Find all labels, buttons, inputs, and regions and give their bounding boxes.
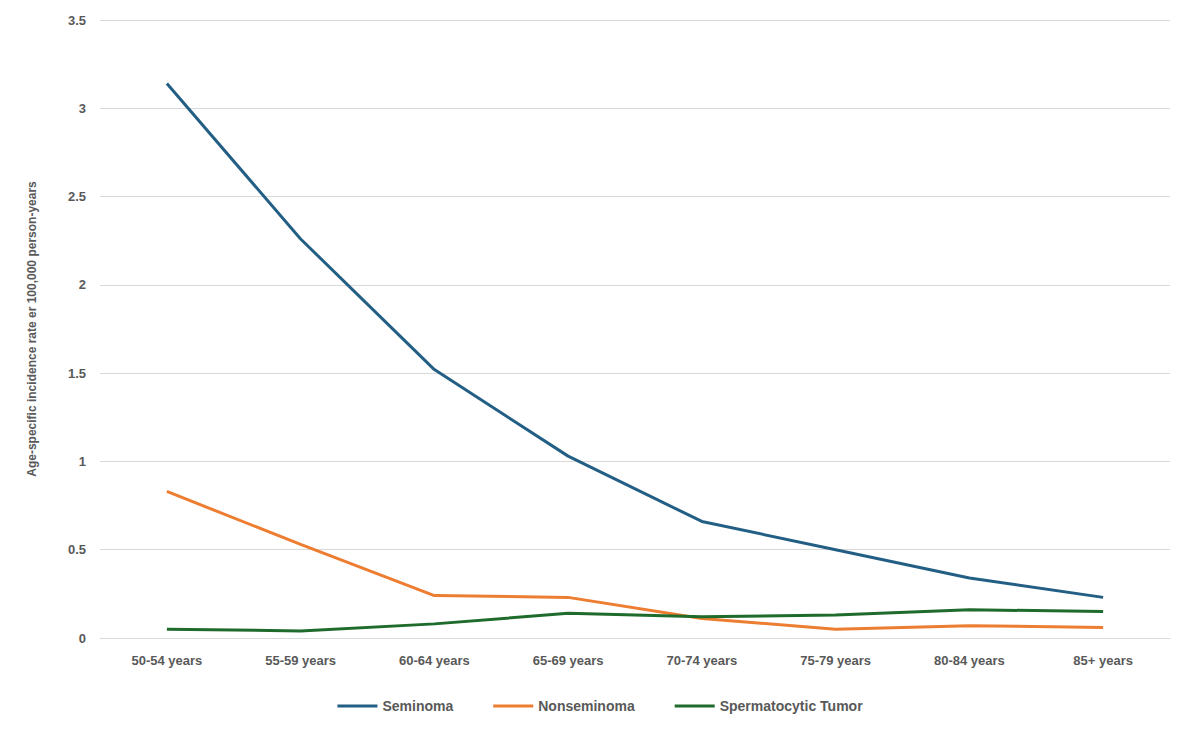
- svg-text:Nonseminoma: Nonseminoma: [538, 698, 635, 714]
- svg-text:65-69 years: 65-69 years: [533, 653, 604, 668]
- svg-text:3: 3: [79, 101, 86, 116]
- svg-text:1.5: 1.5: [68, 366, 86, 381]
- svg-text:80-84 years: 80-84 years: [934, 653, 1005, 668]
- svg-text:60-64 years: 60-64 years: [399, 653, 470, 668]
- svg-text:Age-specific incidence rate er: Age-specific incidence rate er 100,000 p…: [25, 181, 39, 477]
- svg-text:3.5: 3.5: [68, 13, 86, 28]
- svg-text:1: 1: [79, 454, 86, 469]
- svg-text:2.5: 2.5: [68, 189, 86, 204]
- svg-text:85+ years: 85+ years: [1073, 653, 1133, 668]
- svg-text:2: 2: [79, 277, 86, 292]
- svg-text:Spermatocytic Tumor: Spermatocytic Tumor: [720, 698, 863, 714]
- svg-text:70-74 years: 70-74 years: [666, 653, 737, 668]
- svg-text:0.5: 0.5: [68, 542, 86, 557]
- svg-text:55-59 years: 55-59 years: [265, 653, 336, 668]
- svg-text:0: 0: [79, 631, 86, 646]
- svg-text:50-54 years: 50-54 years: [131, 653, 202, 668]
- svg-text:75-79 years: 75-79 years: [800, 653, 871, 668]
- svg-text:Seminoma: Seminoma: [382, 698, 453, 714]
